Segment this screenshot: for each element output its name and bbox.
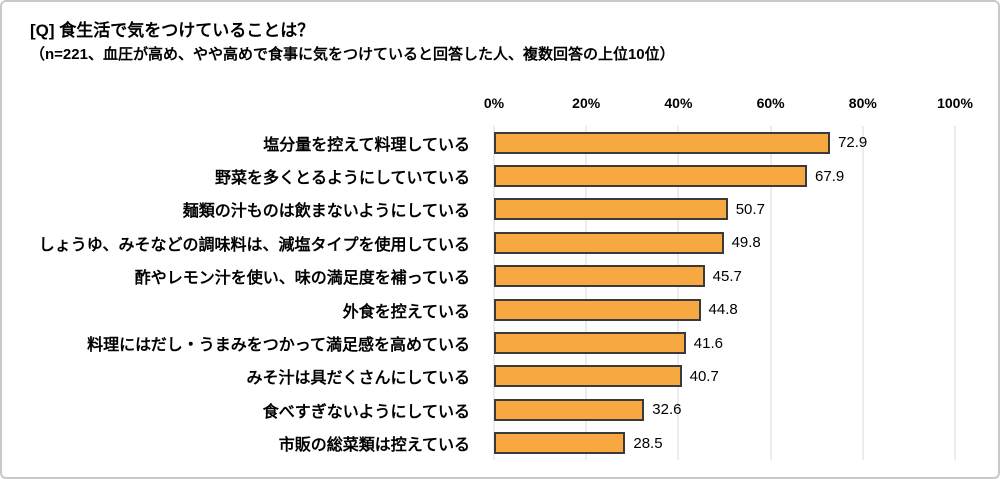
x-tick-label: 20% xyxy=(572,95,601,111)
category-label: 塩分量を控えて料理している xyxy=(263,136,470,154)
category-label: 野菜を多くとるようにしていている xyxy=(214,170,470,188)
bar xyxy=(494,365,682,388)
gridline xyxy=(862,126,864,460)
bar-row: 塩分量を控えて料理している 72.9 xyxy=(2,126,998,159)
x-tick-label: 80% xyxy=(848,95,877,111)
bar-row: 市販の総菜類は控えている 28.5 xyxy=(2,427,998,460)
gridline xyxy=(585,126,587,460)
bar-track: 45.7 xyxy=(494,265,955,288)
value-label: 49.8 xyxy=(731,234,761,252)
value-label: 50.7 xyxy=(735,200,765,218)
x-tick-label: 0% xyxy=(483,95,505,111)
bar-row: 食べすぎないようにしている 32.6 xyxy=(2,393,998,426)
value-label: 45.7 xyxy=(712,267,742,285)
bar xyxy=(494,198,728,221)
gridline xyxy=(954,126,956,460)
bar xyxy=(494,332,686,355)
bar xyxy=(494,131,831,154)
bar-track: 67.9 xyxy=(494,165,955,188)
bar xyxy=(494,432,626,455)
value-label: 67.9 xyxy=(815,167,845,185)
x-tick-label: 60% xyxy=(756,95,785,111)
bar xyxy=(494,165,808,188)
bar-track: 32.6 xyxy=(494,398,955,421)
category-label: 市販の総菜類は控えている xyxy=(278,437,470,455)
category-label: 酢やレモン汁を使い、味の満足度を補っている xyxy=(134,270,470,288)
gridline xyxy=(677,126,679,460)
bar xyxy=(494,298,701,321)
category-label: 食べすぎないようにしている xyxy=(262,403,470,421)
category-label: 外食を控えている xyxy=(342,303,470,321)
category-label: 麺類の汁ものは飲まないようにしている xyxy=(182,203,470,221)
x-tick-label: 40% xyxy=(664,95,693,111)
x-tick-label: 100% xyxy=(937,95,973,111)
bar-row: しょうゆ、みそなどの調味料は、減塩タイプを使用している 49.8 xyxy=(2,226,998,259)
bar-track: 49.8 xyxy=(494,231,955,254)
gridline xyxy=(770,126,772,460)
bar xyxy=(494,265,705,288)
chart-subtitle: （n=221、血圧が高め、やや高めで食事に気をつけていると回答した人、複数回答の… xyxy=(30,46,675,63)
bar-row: みそ汁は具だくさんにしている 40.7 xyxy=(2,360,998,393)
chart-rows: 塩分量を控えて料理している 72.9 野菜を多くとるようにしていている 67.9 麺類の… xyxy=(2,126,998,460)
bar-row: 酢やレモン汁を使い、味の満足度を補っている 45.7 xyxy=(2,260,998,293)
bar-track: 40.7 xyxy=(494,365,955,388)
chart-title: [Q] 食生活で気をつけていることは？ xyxy=(30,21,315,40)
category-label: しょうゆ、みそなどの調味料は、減塩タイプを使用している xyxy=(38,236,470,254)
bar-track: 50.7 xyxy=(494,198,955,221)
category-label: みそ汁は具だくさんにしている xyxy=(246,370,470,388)
value-label: 32.6 xyxy=(652,401,682,419)
gridlines xyxy=(493,126,956,460)
value-label: 28.5 xyxy=(633,434,663,452)
category-label: 料理にはだし・うまみをつかって満足感を高めている xyxy=(87,337,470,355)
bar-row: 野菜を多くとるようにしていている 67.9 xyxy=(2,159,998,192)
x-axis: 0% 20% 40% 60% 80% 100% xyxy=(484,92,973,114)
bar-track: 72.9 xyxy=(494,131,955,154)
bar-row: 料理にはだし・うまみをつかって満足感を高めている 41.6 xyxy=(2,326,998,359)
value-label: 41.6 xyxy=(693,334,723,352)
bar-row: 外食を控えている 44.8 xyxy=(2,293,998,326)
bar-track: 41.6 xyxy=(494,332,955,355)
value-label: 40.7 xyxy=(689,367,719,385)
value-label: 72.9 xyxy=(838,134,868,152)
bar xyxy=(494,231,724,254)
value-label: 44.8 xyxy=(708,301,738,319)
bar-track: 44.8 xyxy=(494,298,955,321)
bar-track: 28.5 xyxy=(494,432,955,455)
gridline xyxy=(493,126,495,460)
bar xyxy=(494,398,645,421)
bar-row: 麺類の汁ものは飲まないようにしている 50.7 xyxy=(2,193,998,226)
